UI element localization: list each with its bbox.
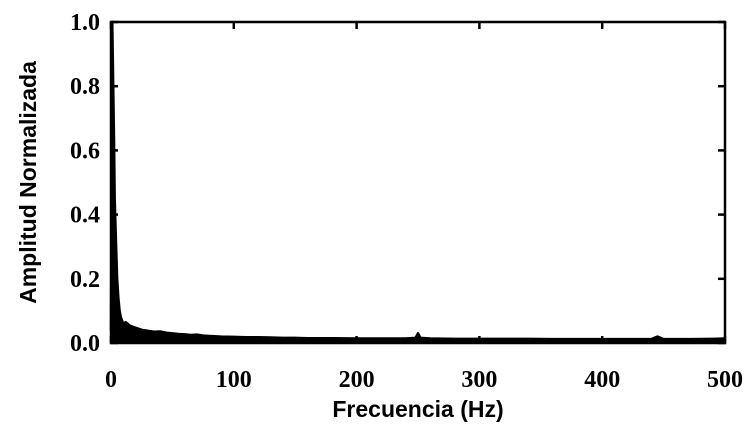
y-tick-label-2: 0.4 [70,203,100,229]
series-line-0 [109,20,726,341]
x-tick-label-5: 500 [707,367,743,393]
x-tick-label-3: 300 [461,367,497,393]
plot-frame [109,20,727,345]
y-axis-title: Amplitud Normalizada [15,61,41,304]
y-tick-label-4: 0.8 [70,74,100,100]
series-area-0 [111,22,725,343]
x-tick-label-4: 400 [584,367,620,393]
y-tick-label-3: 0.6 [70,138,100,164]
x-tick-label-2: 200 [339,367,375,393]
y-tick-label-0: 0.0 [70,331,100,357]
y-tick-label-1: 0.2 [70,267,100,293]
x-tick-label-1: 100 [216,367,252,393]
y-tick-label-5: 1.0 [70,10,100,36]
x-axis-title: Frecuencia (Hz) [332,396,503,422]
x-tick-label-0: 0 [105,367,117,393]
